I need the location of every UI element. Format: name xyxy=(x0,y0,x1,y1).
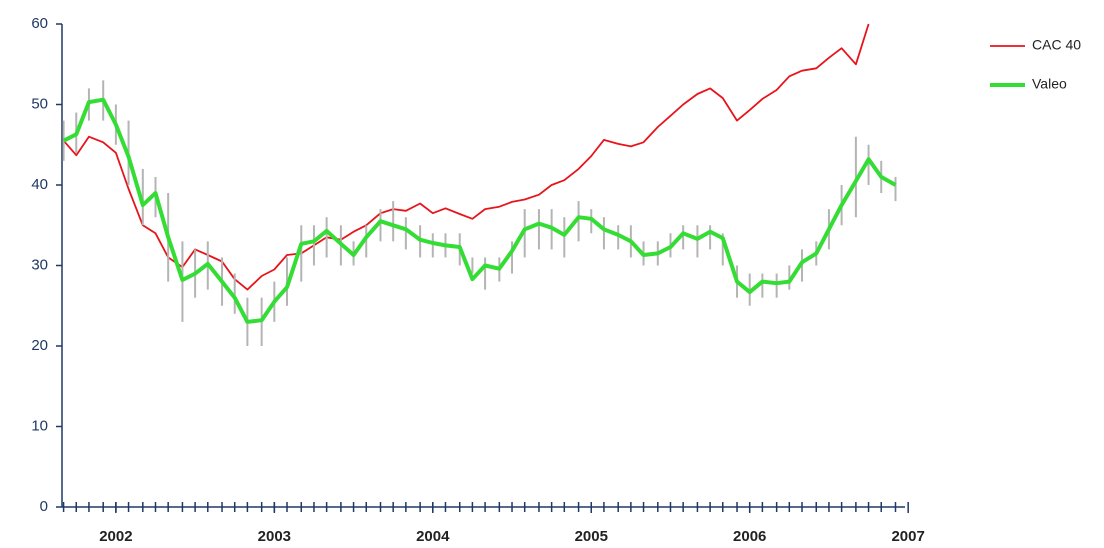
x-tick-label: 2004 xyxy=(416,528,450,545)
y-tick-label: 0 xyxy=(40,498,48,515)
series-line xyxy=(62,97,897,324)
y-tick-label: 50 xyxy=(31,95,48,112)
y-tick-label: 30 xyxy=(31,256,48,273)
y-tick-label: 60 xyxy=(31,15,48,32)
legend-label: CAC 40 xyxy=(1032,37,1081,53)
x-tick-label: 2005 xyxy=(575,528,608,545)
x-tick-label: 2006 xyxy=(733,528,766,545)
y-tick-label: 10 xyxy=(31,417,48,434)
legend-label: Valeo xyxy=(1032,76,1067,92)
x-tick-label: 2007 xyxy=(891,528,924,545)
x-tick-label: 2003 xyxy=(258,528,291,545)
y-tick-label: 20 xyxy=(31,337,48,354)
series-line xyxy=(62,23,870,291)
x-tick-label: 2002 xyxy=(99,528,132,545)
y-tick-label: 40 xyxy=(31,176,48,193)
